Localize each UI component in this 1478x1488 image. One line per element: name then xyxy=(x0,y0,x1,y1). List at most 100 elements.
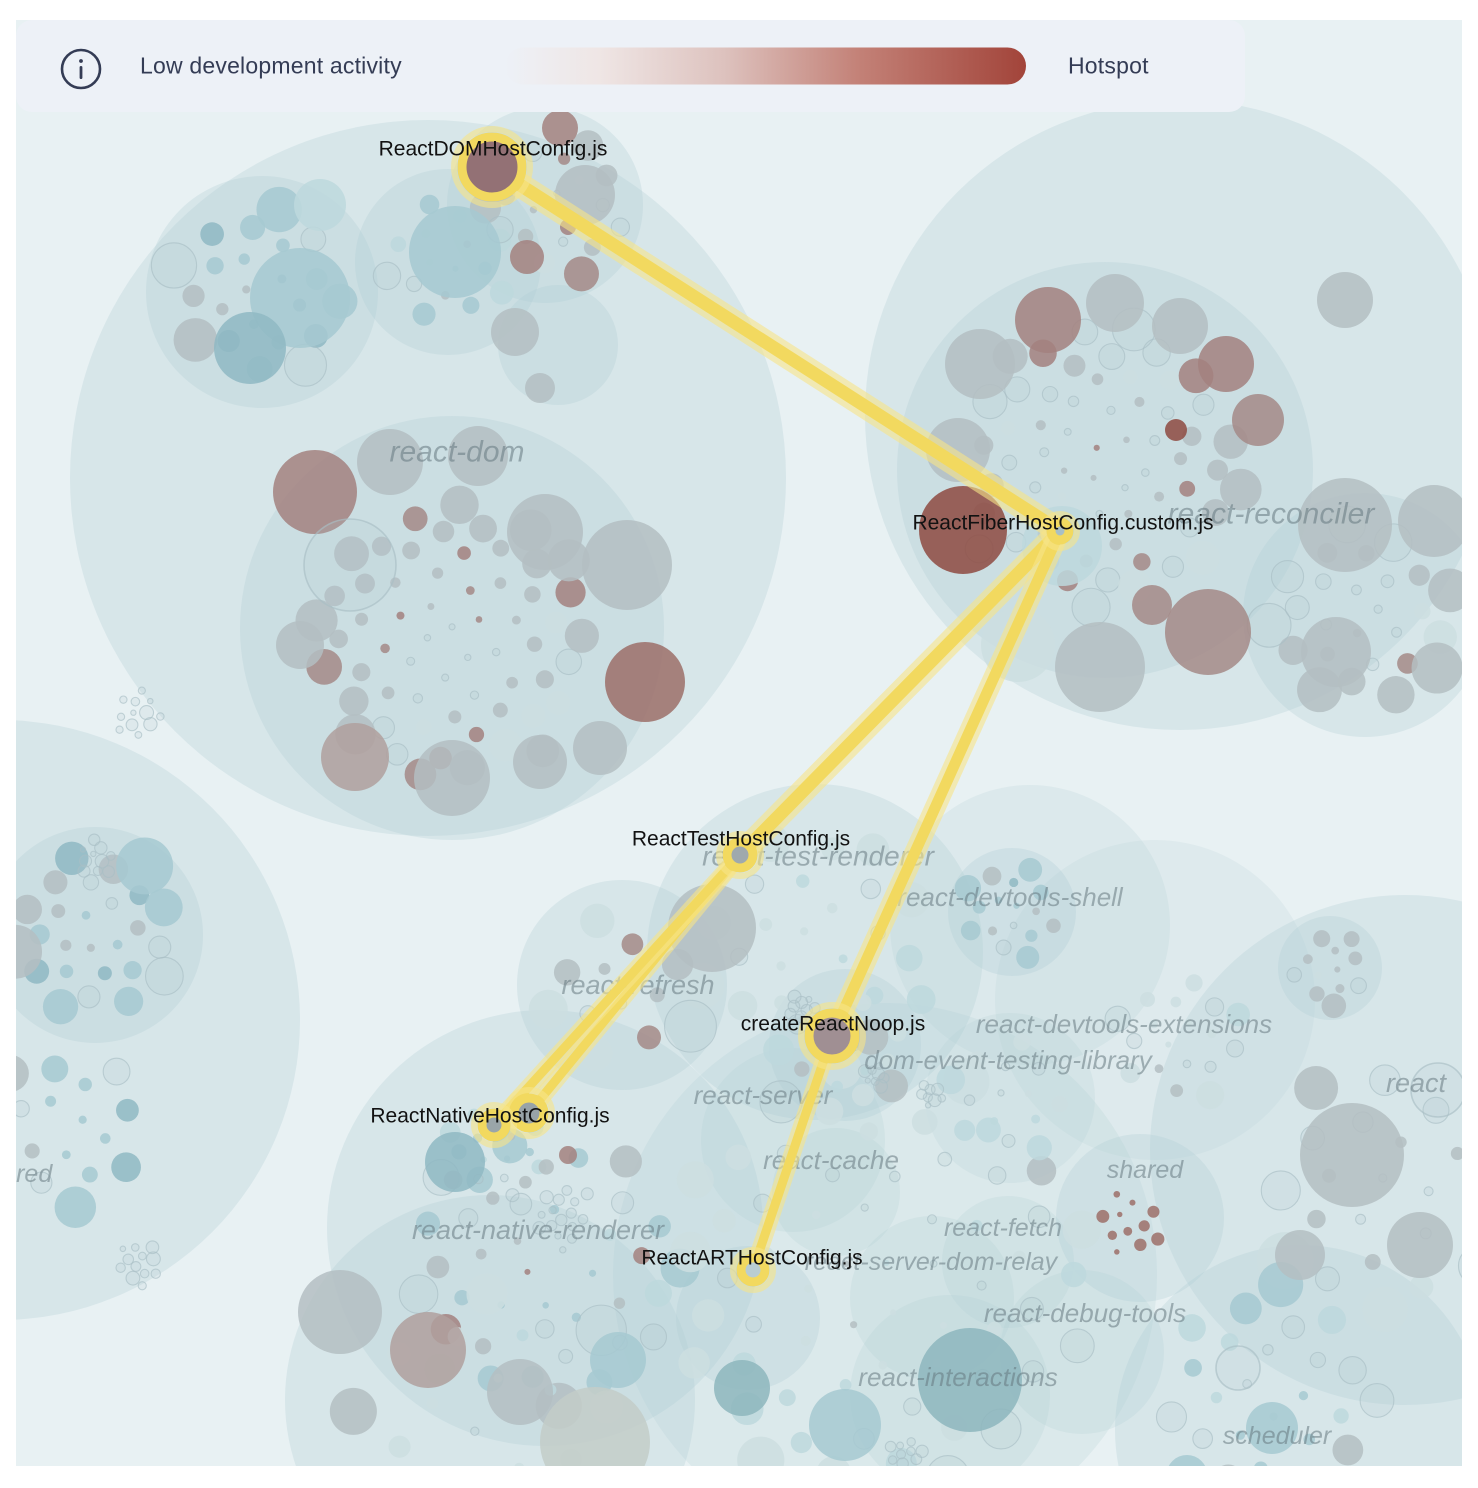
file-bubble xyxy=(915,1444,929,1458)
file-bubble xyxy=(470,1426,480,1436)
file-bubble xyxy=(1170,996,1182,1008)
file-bubble xyxy=(1185,1019,1192,1027)
map-canvas[interactable]: react-domreact-reconcilerreact-test-rend… xyxy=(0,20,1478,1488)
file-bubble xyxy=(78,1115,87,1124)
file-bubble xyxy=(1033,884,1049,901)
file-bubble xyxy=(538,1159,554,1175)
file-label-native2[interactable]: ReactNativeHostConfig.js xyxy=(370,1105,609,1128)
file-label-dom[interactable]: ReactDOMHostConfig.js xyxy=(379,138,608,161)
file-bubble xyxy=(1278,635,1308,666)
file-bubble xyxy=(390,1312,466,1388)
file-bubble xyxy=(997,1089,1005,1097)
file-bubble xyxy=(609,1145,642,1178)
file-bubble xyxy=(1355,1213,1367,1225)
package-label: shared xyxy=(0,1160,53,1188)
file-bubble xyxy=(1141,468,1150,477)
file-bubble xyxy=(390,236,407,253)
package-circle-react-dom[interactable] xyxy=(70,120,786,836)
package-circle-react-debug-tools[interactable] xyxy=(1000,1270,1164,1434)
file-bubble xyxy=(147,697,154,705)
file-bubble xyxy=(864,1077,871,1084)
file-bubble xyxy=(678,1347,710,1379)
file-bubble xyxy=(1182,1059,1192,1069)
file-bubble xyxy=(134,731,143,739)
file-bubble xyxy=(125,1270,141,1286)
file-bubble xyxy=(1226,1002,1250,1027)
file-bubble xyxy=(564,618,599,653)
file-bubble xyxy=(588,1269,597,1277)
file-bubble xyxy=(524,586,541,603)
file-bubble xyxy=(1369,1064,1401,1097)
file-bubble xyxy=(414,740,490,816)
low-activity-label: Low development activity xyxy=(140,52,402,79)
file-bubble xyxy=(1260,1170,1301,1211)
file-bubble xyxy=(995,939,1012,956)
file-bubble xyxy=(87,833,101,847)
package-circle-react-devtools-extensions[interactable] xyxy=(995,840,1315,1160)
info-icon[interactable] xyxy=(60,48,102,90)
file-bubble xyxy=(130,1243,140,1252)
file-bubble xyxy=(1126,1032,1143,1050)
file-node-dom[interactable] xyxy=(457,132,527,202)
file-bubble xyxy=(1132,585,1172,625)
package-circle-react-devtools-shell[interactable] xyxy=(890,785,1170,1065)
file-bubble xyxy=(860,1203,869,1212)
file-bubble xyxy=(1301,617,1371,687)
file-bubble xyxy=(130,709,137,716)
file-bubble xyxy=(294,179,346,231)
file-bubble xyxy=(1317,272,1373,328)
file-bubble xyxy=(77,864,91,878)
package-circle-react-art[interactable] xyxy=(676,1246,820,1390)
file-bubble xyxy=(59,964,74,979)
file-node-fiber[interactable] xyxy=(1046,517,1074,545)
node-halo-test xyxy=(716,831,764,879)
file-bubble xyxy=(1296,1468,1316,1488)
file-bubble xyxy=(1226,1039,1245,1058)
file-bubble xyxy=(664,999,717,1053)
file-node-art[interactable] xyxy=(736,1253,770,1287)
file-bubble xyxy=(1013,1033,1031,1051)
file-bubble xyxy=(1149,434,1161,446)
file-bubble xyxy=(273,450,357,534)
package-circle-shared-right[interactable] xyxy=(1056,1134,1224,1302)
file-bubble xyxy=(1140,991,1156,1007)
package-circle-dom-event-testing-library[interactable] xyxy=(925,1013,1095,1183)
file-node-noop[interactable] xyxy=(804,1008,860,1064)
file-label-noop[interactable]: createReactNoop.js xyxy=(741,1013,925,1036)
package-circle-bottom-group[interactable] xyxy=(613,1003,1157,1488)
file-bubble xyxy=(939,1321,948,1329)
file-bubble xyxy=(960,920,981,941)
file-bubble xyxy=(1149,1019,1158,1029)
file-bubble xyxy=(976,1280,987,1291)
file-bubble xyxy=(1013,902,1020,909)
file-bubble xyxy=(558,1348,574,1364)
file-bubble xyxy=(1298,478,1392,572)
file-bubble xyxy=(539,1190,554,1205)
package-circle-recon-sub-right[interactable] xyxy=(1243,493,1478,737)
file-label-fiber[interactable]: ReactFiberHostConfig.custom.js xyxy=(912,512,1213,535)
file-bubble xyxy=(580,1187,594,1201)
file-label-test[interactable]: ReactTestHostConfig.js xyxy=(632,828,850,851)
file-bubble xyxy=(81,1166,98,1183)
package-circle-react-cache[interactable] xyxy=(772,1128,900,1256)
file-bubble xyxy=(448,426,508,486)
file-bubble xyxy=(454,1290,470,1306)
file-node-native1[interactable] xyxy=(509,1093,549,1133)
file-bubble xyxy=(256,186,302,233)
file-node-test[interactable] xyxy=(722,837,758,873)
file-bubble xyxy=(821,837,845,861)
file-bubble xyxy=(242,285,251,294)
file-bubble xyxy=(552,1193,565,1206)
file-bubble xyxy=(971,1219,983,1232)
file-bubble xyxy=(489,728,522,762)
file-bubble xyxy=(388,1435,411,1458)
package-circle-shell-inner[interactable] xyxy=(948,848,1076,976)
file-bubble xyxy=(123,961,142,980)
file-node-native2[interactable] xyxy=(477,1108,511,1142)
file-bubble xyxy=(972,900,986,914)
file-bubble xyxy=(1192,393,1215,416)
file-label-art[interactable]: ReactARTHostConfig.js xyxy=(641,1247,862,1270)
file-bubble xyxy=(1019,1296,1044,1321)
